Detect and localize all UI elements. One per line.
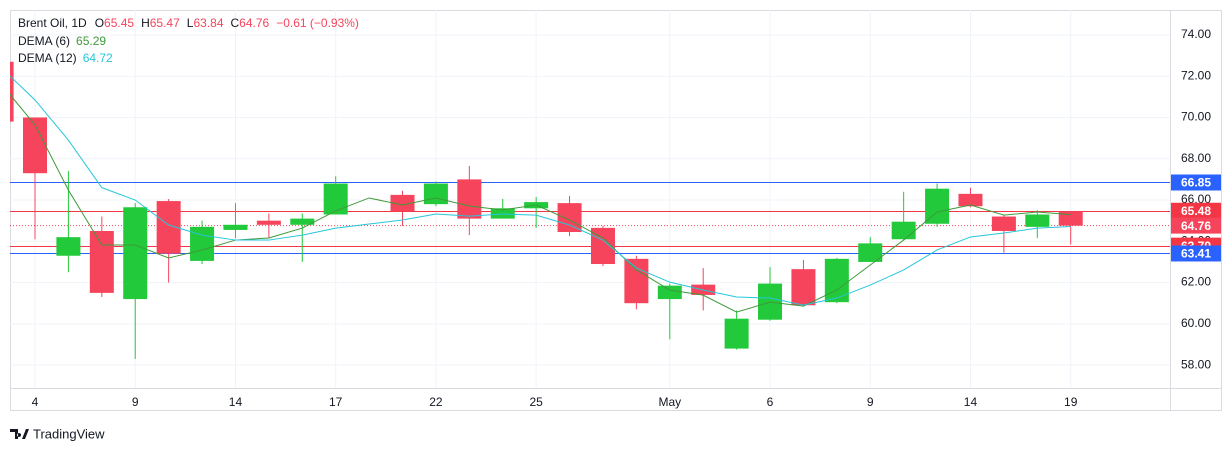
candle-body [323, 183, 348, 215]
candle-body [991, 216, 1016, 231]
overlay: 58.0060.0062.0064.0066.0068.0070.0072.00… [18, 16, 1221, 409]
legend-text: Brent Oil, 1D [18, 16, 87, 30]
legend-text: 63.84 [193, 16, 223, 30]
y-tick-label: 68.00 [1181, 151, 1211, 165]
candle-body [858, 243, 883, 262]
legend-text: H [141, 16, 150, 30]
x-tick-label: 9 [867, 395, 874, 409]
candle-body [457, 179, 482, 219]
indicator-line [10, 75, 1071, 306]
price-label-box [1171, 245, 1221, 262]
candle-body [958, 193, 983, 207]
y-tick-label: 62.00 [1181, 275, 1211, 289]
candle-body [1058, 211, 1083, 226]
legend-text: 65.45 [104, 16, 134, 30]
price-label: 65.48 [1181, 204, 1211, 218]
y-tick-label: 74.00 [1181, 27, 1211, 41]
price-label-box [1171, 202, 1221, 219]
legend-text: O [95, 16, 104, 30]
brand-logo [10, 429, 29, 439]
candle-body [1025, 214, 1050, 227]
x-tick-label: 19 [1064, 395, 1078, 409]
x-tick-label: May [658, 395, 681, 409]
chart-frame [10, 10, 1222, 411]
legend-text: −0.61 (−0.93%) [276, 16, 359, 30]
candle-body [10, 61, 14, 122]
candle-body [724, 318, 749, 349]
price-label: 64.76 [1181, 219, 1211, 233]
candle-body [557, 203, 582, 233]
candle-body [56, 237, 81, 256]
candle-body [490, 208, 515, 219]
brand-name: TradingView [33, 426, 105, 441]
candle-body [925, 188, 950, 224]
x-tick-label: 14 [964, 395, 978, 409]
candle-body [23, 117, 47, 174]
price-label-box [1171, 174, 1221, 191]
legend-text: L [187, 16, 194, 30]
x-tick-label: 14 [229, 395, 243, 409]
indicator-line [10, 93, 1071, 313]
candle-body [891, 221, 916, 240]
legend-text: DEMA (12) [18, 51, 77, 65]
candle-body [758, 283, 783, 320]
x-tick-label: 6 [767, 395, 774, 409]
y-tick-label: 66.00 [1181, 192, 1211, 206]
y-tick-label: 58.00 [1181, 357, 1211, 371]
legend-text: C [231, 16, 240, 30]
candle-body [390, 194, 415, 212]
plot-area [10, 10, 1170, 388]
x-tick-label: 9 [132, 395, 139, 409]
price-label: 63.41 [1181, 247, 1211, 261]
candle-body [123, 207, 148, 300]
x-tick-label: 4 [32, 395, 39, 409]
x-tick-label: 17 [329, 395, 343, 409]
legend-text: 64.76 [239, 16, 269, 30]
legend-text: DEMA (6) [18, 34, 70, 48]
candle-body [624, 258, 649, 304]
legend-text: 64.72 [83, 51, 113, 65]
candle-body [89, 230, 114, 293]
price-label-box [1171, 217, 1221, 234]
x-tick-label: 22 [429, 395, 443, 409]
candle-body [791, 269, 816, 306]
candle-body [824, 258, 849, 303]
candle-body [423, 183, 448, 205]
legend-text: 65.47 [150, 16, 180, 30]
candle-body [256, 220, 281, 225]
candle-body [290, 218, 315, 225]
candle-body [190, 226, 215, 261]
y-tick-label: 70.00 [1181, 110, 1211, 124]
price-label: 66.85 [1181, 176, 1211, 190]
x-tick-label: 25 [529, 395, 543, 409]
y-tick-label: 72.00 [1181, 68, 1211, 82]
y-tick-label: 60.00 [1181, 316, 1211, 330]
candle-body [223, 224, 248, 230]
legend-text: 65.29 [76, 34, 106, 48]
candle-body [657, 285, 682, 300]
